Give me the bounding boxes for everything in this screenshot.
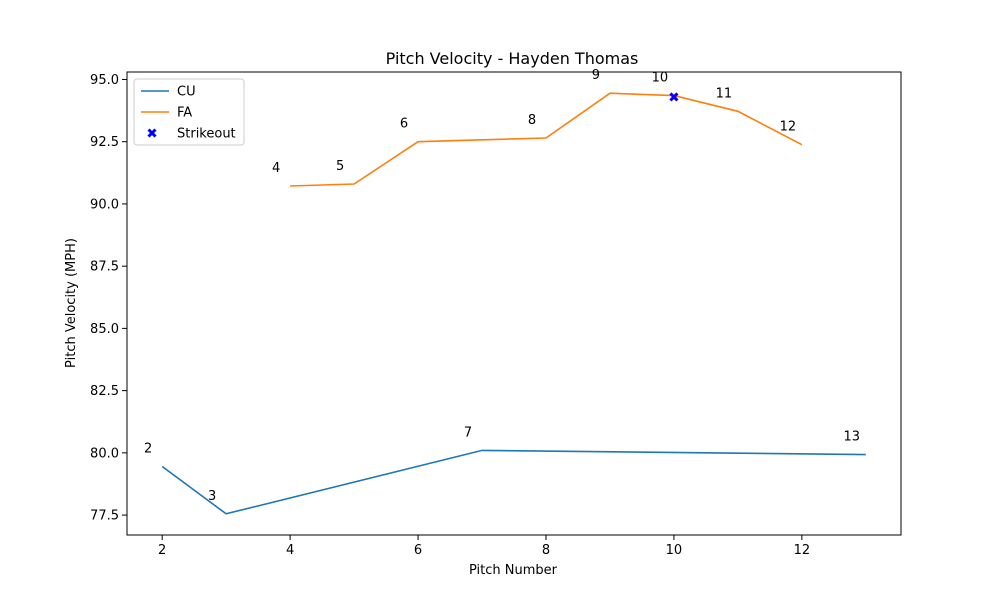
point-label: 4 [272, 161, 280, 176]
strikeout-markers [669, 92, 679, 102]
y-axis-label: Pitch Velocity (MPH) [64, 238, 79, 368]
point-label: 7 [464, 425, 472, 440]
x-axis-label: Pitch Number [469, 563, 558, 578]
legend-swatch-strikeout [147, 128, 157, 138]
point-label: 12 [780, 120, 797, 135]
legend-label-fa: FA [177, 106, 192, 121]
strikeout-marker [669, 92, 679, 102]
point-label: 8 [528, 113, 536, 128]
point-label: 10 [652, 71, 669, 86]
point-label: 3 [208, 489, 216, 504]
x-axis: 2 4 6 8 10 12 [158, 535, 810, 558]
x-tick-label: 6 [414, 543, 422, 558]
y-tick-label: 77.5 [90, 509, 119, 524]
y-tick-label: 95.0 [90, 73, 119, 88]
point-label: 9 [592, 68, 600, 83]
y-axis: 77.5 80.0 82.5 85.0 87.5 90.0 92.5 95.0 [90, 73, 127, 524]
x-tick-label: 12 [794, 543, 811, 558]
point-label: 6 [400, 117, 408, 132]
legend-label-cu: CU [177, 85, 196, 100]
legend: CU FA Strikeout [133, 78, 245, 146]
y-tick-label: 90.0 [90, 197, 119, 212]
legend-frame [133, 78, 245, 146]
point-label: 5 [336, 159, 344, 174]
chart-title: Pitch Velocity - Hayden Thomas [386, 49, 639, 68]
y-tick-label: 87.5 [90, 260, 119, 275]
point-label: 13 [844, 430, 861, 445]
point-label: 11 [716, 86, 733, 101]
point-labels: 2 3 7 13 4 5 6 8 9 10 11 12 [144, 68, 860, 504]
plot-area-frame [126, 71, 902, 536]
legend-label-strikeout: Strikeout [177, 127, 236, 142]
y-tick-label: 82.5 [90, 384, 119, 399]
x-tick-label: 4 [286, 543, 294, 558]
y-tick-label: 85.0 [90, 322, 119, 337]
x-tick-label: 10 [666, 543, 683, 558]
series-line-cu [161, 449, 866, 515]
x-tick-label: 8 [542, 543, 550, 558]
y-tick-label: 92.5 [90, 135, 119, 150]
x-tick-label: 2 [158, 543, 166, 558]
y-tick-label: 80.0 [90, 446, 119, 461]
point-label: 2 [144, 442, 152, 457]
series-line-fa [290, 92, 803, 187]
plot-lines [161, 92, 866, 515]
